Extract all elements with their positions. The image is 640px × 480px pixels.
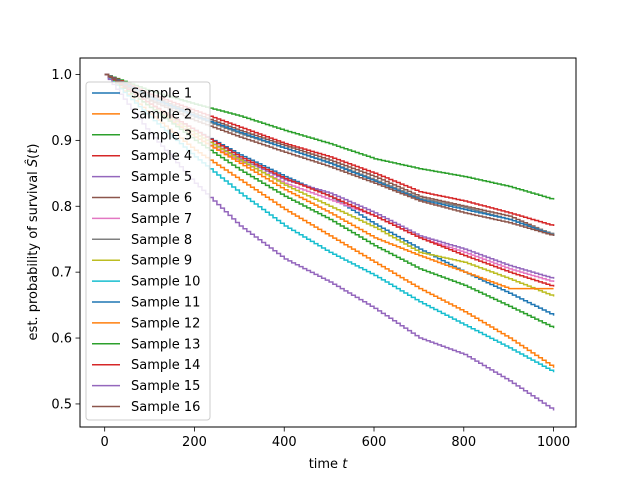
legend-entry-label: Sample 11 (131, 296, 200, 311)
y-tick-label: 0.5 (51, 397, 72, 412)
x-tick-label: 600 (362, 435, 387, 450)
legend-entry-label: Sample 4 (131, 149, 192, 164)
x-axis-label: time t (309, 457, 349, 472)
x-tick-label: 200 (182, 435, 207, 450)
legend-entry-label: Sample 7 (131, 212, 192, 227)
x-tick-label: 400 (272, 435, 297, 450)
legend-entry-label: Sample 5 (131, 170, 192, 185)
legend-entry-label: Sample 6 (131, 191, 192, 206)
y-tick-label: 0.8 (51, 200, 72, 215)
legend-entry-label: Sample 13 (131, 337, 200, 352)
legend-entry-label: Sample 12 (131, 316, 200, 331)
legend: Sample 1 Sample 2 Sample 3 Sample 4 Sample 5… (85, 81, 211, 421)
y-tick-label: 0.9 (51, 134, 72, 149)
legend-entry-label: Sample 3 (131, 128, 192, 143)
legend-box (85, 81, 211, 421)
y-axis-label: est. probability of survival Ŝ(t) (25, 144, 41, 341)
y-tick-label: 0.6 (51, 332, 72, 347)
x-axis: 0 200 400 600 800 1000 (101, 427, 570, 450)
legend-entry-label: Sample 1 (131, 87, 192, 102)
y-tick-label: 0.7 (51, 266, 72, 281)
legend-entry-label: Sample 8 (131, 233, 192, 248)
x-tick-label: 1000 (537, 435, 570, 450)
x-tick-label: 0 (101, 435, 109, 450)
y-axis: 0.5 0.6 0.7 0.8 0.9 1.0 (51, 68, 80, 412)
x-tick-label: 800 (451, 435, 476, 450)
legend-entry-label: Sample 14 (131, 358, 200, 373)
legend-entry-label: Sample 15 (131, 379, 200, 394)
y-tick-label: 1.0 (51, 68, 72, 83)
legend-entry-label: Sample 2 (131, 107, 192, 122)
legend-entry-label: Sample 9 (131, 254, 192, 269)
legend-entry-label: Sample 10 (131, 275, 200, 290)
plot-frame (79, 57, 577, 428)
legend-entry-label: Sample 16 (131, 400, 200, 415)
